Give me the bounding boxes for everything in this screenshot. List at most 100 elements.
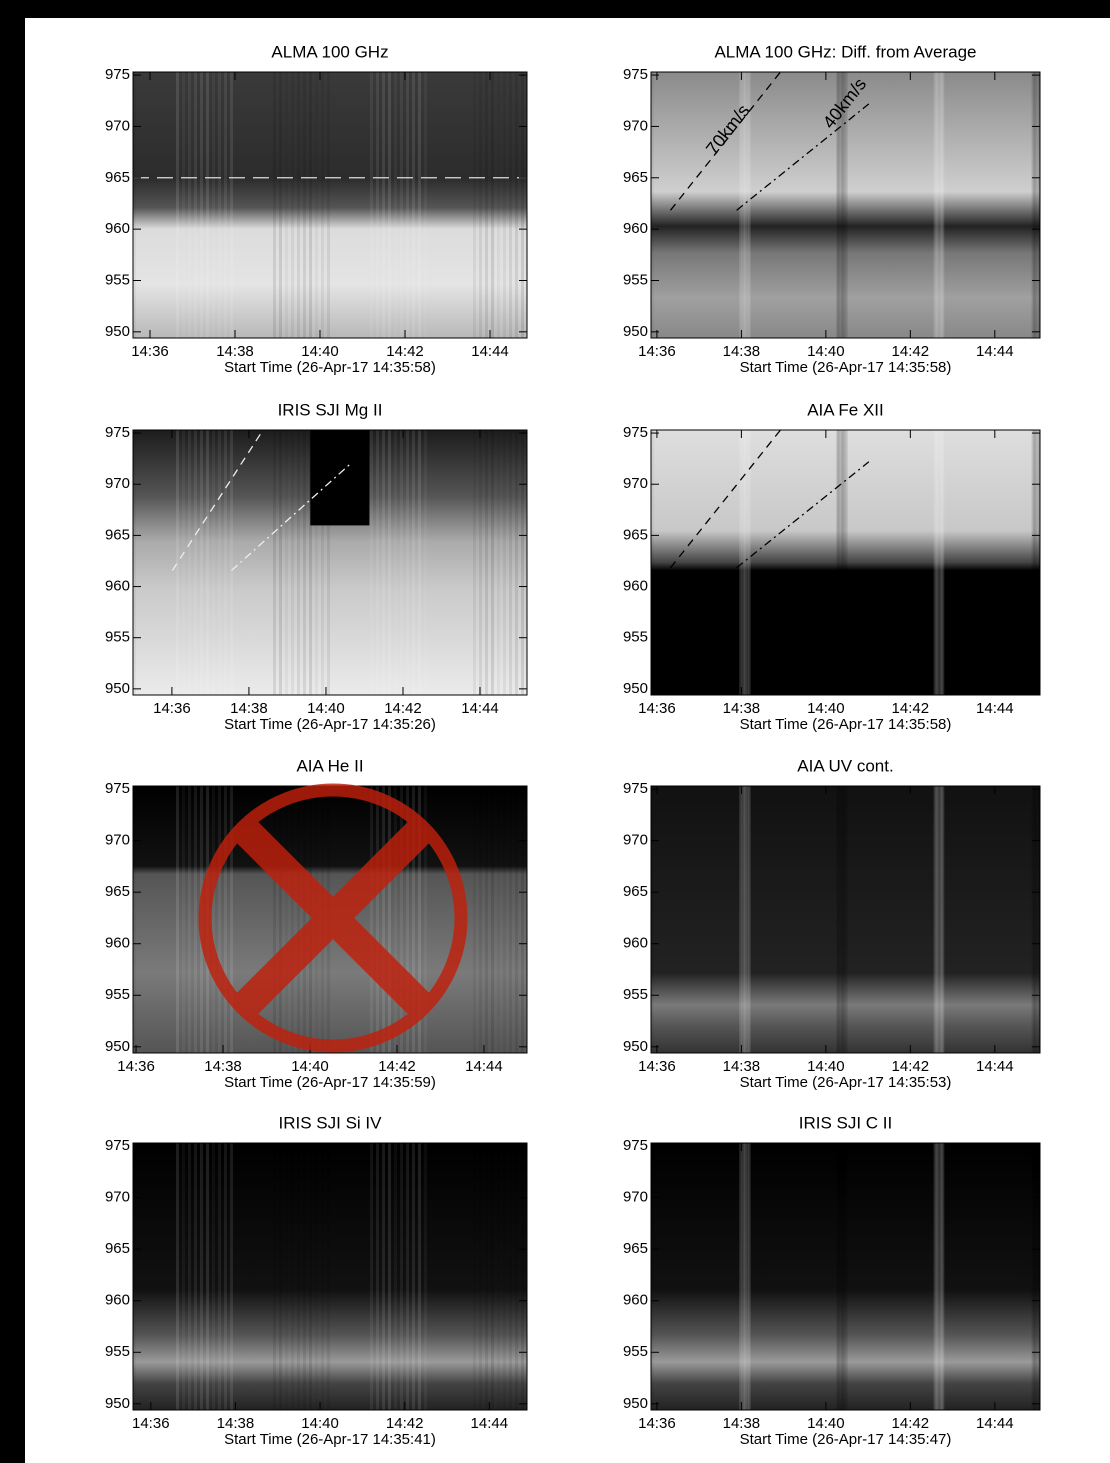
texture — [273, 786, 276, 1053]
y-tick-label: 970 — [623, 475, 648, 492]
texture — [839, 72, 842, 338]
texture — [497, 1143, 500, 1410]
texture — [934, 72, 937, 338]
texture — [224, 430, 227, 695]
x-tick-label: 14:40 — [807, 1415, 845, 1432]
texture — [1037, 72, 1040, 338]
x-tick-label: 14:40 — [301, 1415, 339, 1432]
texture — [188, 430, 191, 695]
texture — [942, 1143, 945, 1410]
x-tick-label: 14:36 — [153, 700, 191, 717]
y-tick-label: 975 — [105, 66, 130, 83]
texture — [309, 430, 312, 695]
texture — [279, 786, 282, 1053]
y-tick-label: 955 — [105, 629, 130, 646]
plot-frame — [650, 1142, 1041, 1411]
texture — [515, 72, 518, 338]
texture — [743, 430, 746, 695]
texture — [521, 786, 524, 1053]
y-tick-label: 975 — [105, 424, 130, 441]
texture — [937, 1143, 940, 1410]
texture — [746, 786, 749, 1053]
texture — [748, 72, 751, 338]
texture — [746, 72, 749, 338]
texture — [224, 1143, 227, 1410]
texture — [940, 430, 943, 695]
texture — [940, 1143, 943, 1410]
texture — [327, 72, 330, 338]
texture — [412, 72, 415, 338]
x-tick-label: 14:40 — [807, 700, 845, 717]
texture — [309, 72, 312, 338]
x-tick-label: 14:44 — [976, 1415, 1014, 1432]
texture — [212, 72, 215, 338]
y-tick-label: 975 — [105, 780, 130, 797]
texture — [382, 1143, 385, 1410]
texture — [940, 786, 943, 1053]
texture — [739, 1143, 742, 1410]
texture — [509, 786, 512, 1053]
texture — [279, 1143, 282, 1410]
texture — [743, 1143, 746, 1410]
texture — [182, 72, 185, 338]
x-tick-label: 14:40 — [301, 343, 339, 360]
texture — [303, 786, 306, 1053]
texture — [747, 72, 750, 338]
texture — [382, 430, 385, 695]
texture — [309, 1143, 312, 1410]
y-tick-label: 970 — [105, 832, 130, 849]
x-tick-label: 14:42 — [384, 700, 422, 717]
texture — [133, 72, 136, 338]
texture — [133, 1143, 136, 1410]
x-axis-label: Start Time (26-Apr-17 14:35:58) — [740, 716, 952, 733]
texture — [491, 430, 494, 695]
y-tick-label: 950 — [105, 323, 130, 340]
x-axis-label: Start Time (26-Apr-17 14:35:59) — [224, 1074, 436, 1091]
texture — [747, 1143, 750, 1410]
image — [133, 430, 527, 695]
texture — [937, 430, 940, 695]
texture — [291, 430, 294, 695]
y-tick-label: 955 — [623, 1343, 648, 1360]
texture — [285, 786, 288, 1053]
y-tick-label: 975 — [623, 66, 648, 83]
texture — [651, 1143, 654, 1410]
texture — [1038, 72, 1040, 338]
guide-line — [669, 430, 782, 569]
texture — [934, 430, 937, 695]
texture — [1035, 72, 1038, 338]
texture — [741, 1143, 744, 1410]
texture — [279, 430, 282, 695]
panel: IRIS SJI C II Start Time (26-Apr-17 14:35… — [623, 1113, 1041, 1448]
x-tick-label: 14:42 — [386, 1415, 424, 1432]
texture — [194, 72, 197, 338]
texture — [376, 1143, 379, 1410]
texture — [841, 786, 844, 1053]
dark-region — [310, 430, 370, 526]
y-tick-label: 950 — [623, 323, 648, 340]
texture — [936, 72, 939, 338]
texture — [218, 72, 221, 338]
texture — [936, 786, 939, 1053]
texture — [1031, 430, 1034, 695]
texture — [941, 72, 944, 338]
panel-title: AIA UV cont. — [797, 756, 893, 775]
texture — [473, 786, 476, 1053]
texture — [176, 1143, 179, 1410]
texture — [485, 1143, 488, 1410]
texture — [844, 72, 847, 338]
texture — [370, 786, 373, 1053]
texture — [473, 72, 476, 338]
texture — [479, 1143, 482, 1410]
y-tick-label: 970 — [623, 1189, 648, 1206]
panel-title: IRIS SJI Mg II — [278, 400, 383, 419]
texture — [740, 786, 743, 1053]
image-background — [133, 1143, 527, 1410]
texture — [739, 72, 742, 338]
texture — [651, 72, 654, 338]
texture — [418, 430, 421, 695]
texture — [218, 430, 221, 695]
texture — [388, 72, 391, 338]
